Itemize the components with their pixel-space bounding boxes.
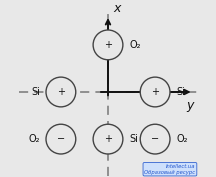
Circle shape bbox=[93, 124, 123, 154]
Circle shape bbox=[93, 30, 123, 60]
Text: −: − bbox=[57, 134, 65, 144]
Text: O₂: O₂ bbox=[176, 134, 188, 144]
Text: Intellect.ua
Образовый ресурс: Intellect.ua Образовый ресурс bbox=[144, 164, 195, 175]
Circle shape bbox=[140, 77, 170, 107]
Circle shape bbox=[140, 124, 170, 154]
Text: −: − bbox=[151, 134, 159, 144]
Text: O₂: O₂ bbox=[28, 134, 40, 144]
Circle shape bbox=[46, 124, 76, 154]
Text: Si: Si bbox=[129, 134, 138, 144]
Text: Si: Si bbox=[176, 87, 185, 97]
Text: +: + bbox=[151, 87, 159, 97]
Text: +: + bbox=[104, 134, 112, 144]
Text: x: x bbox=[113, 2, 120, 15]
Text: y: y bbox=[186, 99, 194, 112]
Text: O₂: O₂ bbox=[129, 40, 141, 50]
Text: Si: Si bbox=[31, 87, 40, 97]
Circle shape bbox=[46, 77, 76, 107]
Text: +: + bbox=[57, 87, 65, 97]
Text: +: + bbox=[104, 40, 112, 50]
